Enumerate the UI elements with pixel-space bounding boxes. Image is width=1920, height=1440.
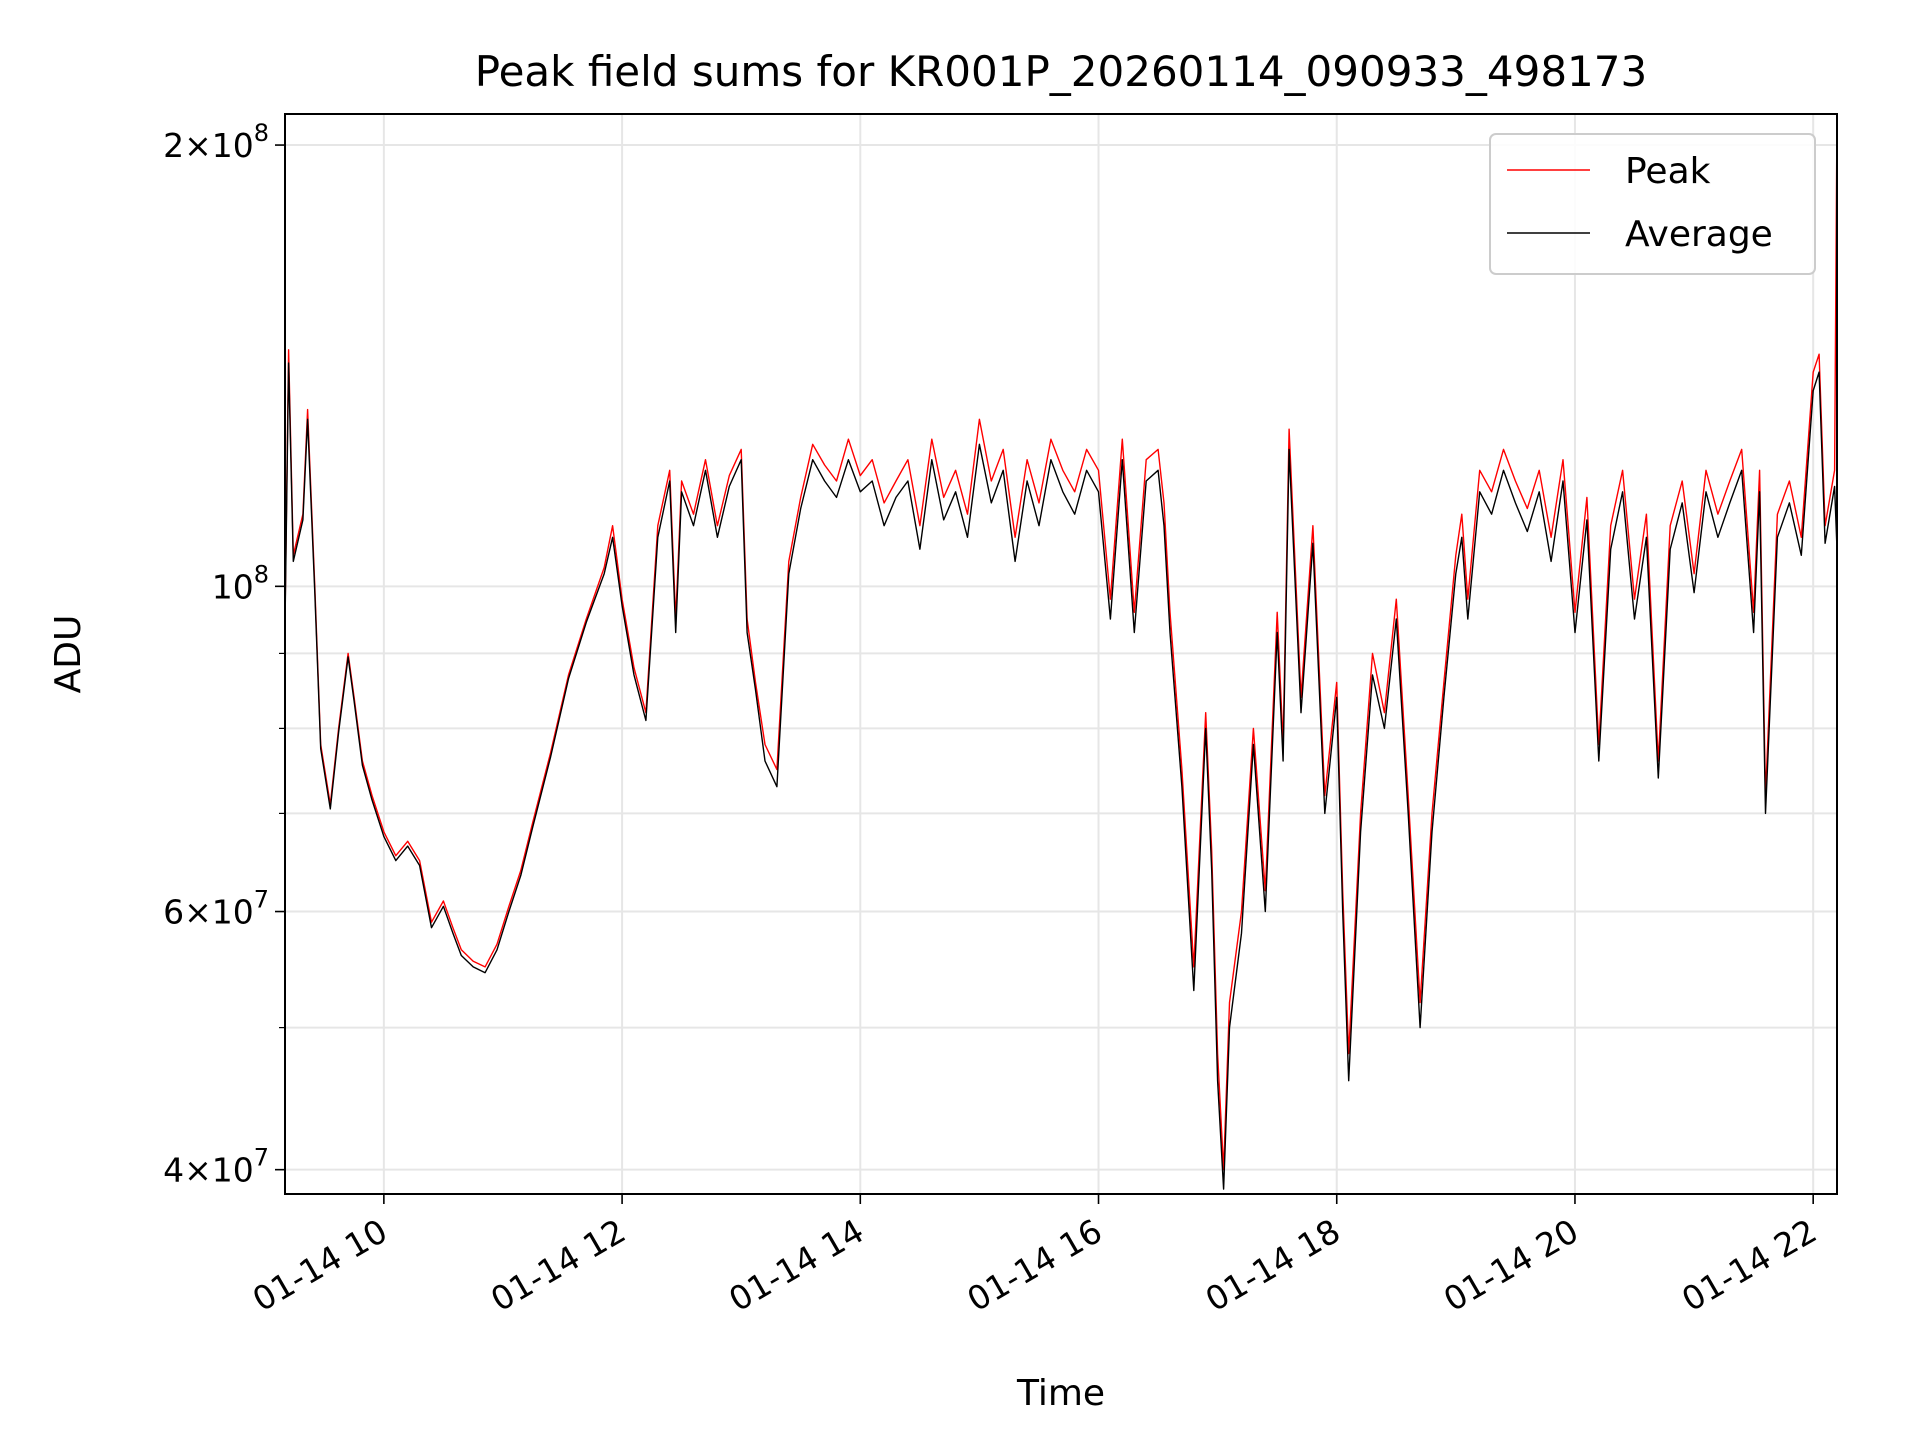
y-axis-label: ADU [48,615,89,694]
legend: Peak Average [1489,133,1816,275]
series-line-average [285,362,1837,1190]
y-tick-label: 108 [212,560,269,606]
legend-label-peak: Peak [1625,151,1711,192]
y-tick-label: 4×107 [163,1144,269,1190]
legend-label-average: Average [1625,214,1773,255]
x-axis-label: Time [1016,1373,1105,1414]
chart-title: Peak field sums for KR001P_20260114_0909… [475,47,1647,96]
grid [285,114,1837,1194]
y-tick-label: 6×107 [163,886,269,932]
series-line-peak [285,114,1837,1171]
legend-box [1489,133,1816,275]
y-tick-label: 2×108 [163,119,269,165]
series-layer [285,114,1837,1190]
